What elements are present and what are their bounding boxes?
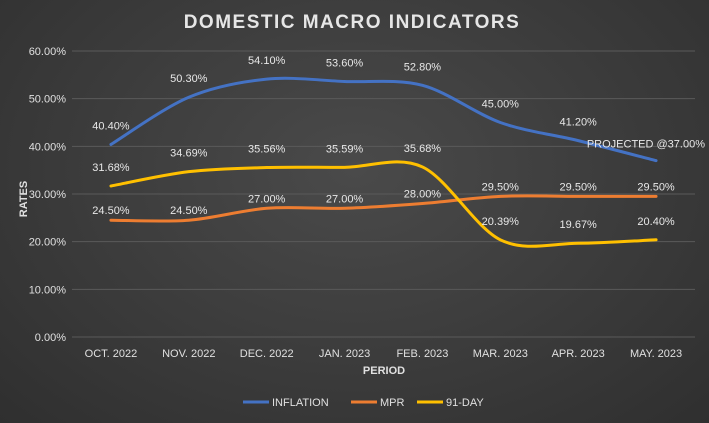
data-label: 41.20% (560, 117, 598, 129)
data-label: 24.50% (92, 205, 130, 217)
series-lines (109, 76, 658, 248)
data-label: 29.50% (482, 181, 520, 193)
data-label: 54.10% (248, 55, 286, 67)
series-line-inflation (109, 76, 658, 163)
y-tick-label: 50.00% (29, 94, 67, 106)
gridlines (72, 50, 695, 338)
data-label: 29.50% (560, 181, 598, 193)
y-tick-label: 10.00% (29, 284, 67, 296)
x-tick-label: MAR. 2023 (473, 348, 528, 360)
x-axis-title: PERIOD (363, 365, 405, 377)
y-axis-ticks: 0.00% 10.00% 20.00% 30.00% 40.00% 50.00% 60.00… (29, 46, 67, 344)
data-label: 19.67% (560, 219, 598, 231)
y-tick-label: 30.00% (29, 189, 67, 201)
legend-label: INFLATION (272, 397, 329, 409)
data-label: 27.00% (326, 193, 364, 205)
x-tick-label: DEC. 2022 (240, 348, 294, 360)
y-tick-label: 0.00% (35, 332, 66, 344)
x-tick-label: FEB. 2023 (396, 348, 448, 360)
legend: INFLATION MPR 91-DAY (243, 397, 484, 409)
data-label: 20.39% (482, 216, 520, 228)
legend-label: 91-DAY (446, 397, 484, 409)
data-label: 52.80% (404, 61, 442, 73)
data-label: 29.50% (637, 181, 675, 193)
x-tick-label: JAN. 2023 (319, 348, 370, 360)
data-labels: 40.40% 50.30% 54.10% 53.60% 52.80% 45.00% 41.2… (92, 55, 705, 231)
data-label: 34.69% (170, 148, 208, 160)
x-tick-label: NOV. 2022 (162, 348, 215, 360)
data-label: 27.00% (248, 193, 286, 205)
x-tick-label: APR. 2023 (552, 348, 605, 360)
x-tick-label: MAY. 2023 (630, 348, 682, 360)
data-label: 31.68% (92, 162, 130, 174)
data-label: 50.30% (170, 73, 208, 85)
y-axis-title: RATES (18, 181, 30, 217)
y-tick-label: 40.00% (29, 141, 67, 153)
y-tick-label: 20.00% (29, 237, 67, 249)
data-label: 53.60% (326, 58, 364, 70)
data-label: 45.00% (482, 99, 520, 111)
x-axis-ticks: OCT. 2022 NOV. 2022 DEC. 2022 JAN. 2023 FEB.… (85, 348, 683, 360)
data-label: 20.40% (637, 216, 675, 228)
data-label: PROJECTED @37.00% (587, 139, 705, 151)
x-tick-label: OCT. 2022 (85, 348, 138, 360)
series-line-mpr (109, 194, 658, 223)
data-label: 40.40% (92, 120, 130, 132)
chart-title: DOMESTIC MACRO INDICATORS (184, 12, 521, 33)
data-label: 28.00% (404, 189, 442, 201)
data-label: 35.56% (248, 143, 286, 155)
data-label: 35.68% (404, 143, 442, 155)
legend-label: MPR (380, 397, 405, 409)
series-line-91-day (109, 160, 658, 248)
y-tick-label: 60.00% (29, 46, 67, 58)
data-label: 35.59% (326, 143, 364, 155)
data-label: 24.50% (170, 205, 208, 217)
